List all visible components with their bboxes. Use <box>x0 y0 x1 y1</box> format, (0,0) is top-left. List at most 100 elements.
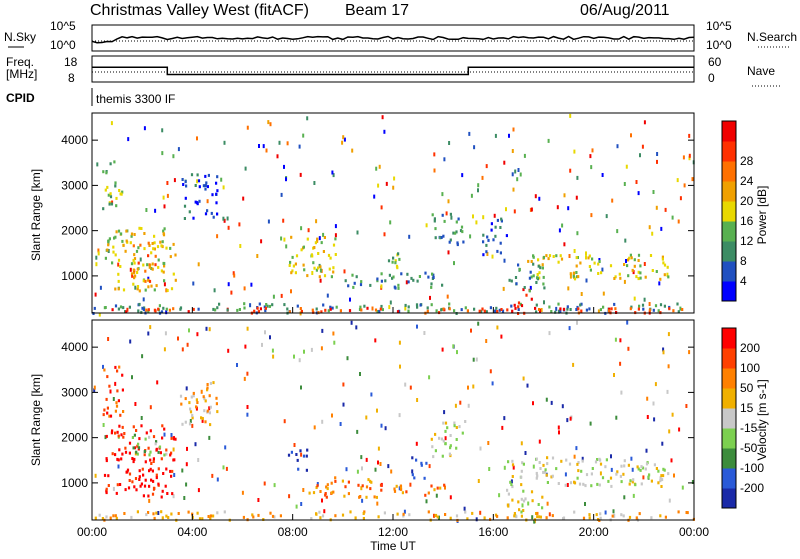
power-cell <box>473 307 476 311</box>
power-cell <box>343 269 346 274</box>
velocity-cell <box>520 510 523 514</box>
velocity-cell <box>487 441 490 445</box>
velocity-cell <box>130 515 133 519</box>
power-cell <box>359 305 362 309</box>
power-cell <box>430 282 433 286</box>
power-cell <box>443 157 446 162</box>
velocity-cell <box>434 432 437 436</box>
velocity-cell <box>321 498 323 503</box>
power-cell <box>517 301 521 305</box>
power-cell <box>137 309 140 313</box>
power-cell <box>207 173 210 177</box>
velocity-cell <box>623 495 626 500</box>
velocity-cell <box>120 433 123 437</box>
power-cell <box>499 226 502 229</box>
power-cell <box>343 137 346 142</box>
velocity-cell <box>539 467 542 470</box>
power-cell <box>114 184 117 188</box>
power-cell <box>113 236 116 240</box>
velocity-cell <box>347 492 350 496</box>
power-cell <box>442 307 445 311</box>
velocity-cell <box>108 384 111 388</box>
power-cell <box>161 151 164 156</box>
power-cell <box>242 196 245 201</box>
velocity-cell <box>628 515 632 519</box>
power-cell <box>155 284 158 288</box>
velocity-cell <box>511 485 514 489</box>
power-cell <box>522 288 525 292</box>
velocity-cell <box>513 514 516 518</box>
power-cell <box>311 254 314 258</box>
velocity-cell <box>452 344 455 349</box>
velocity-cell <box>195 406 198 411</box>
power-cell <box>567 286 570 291</box>
power-cell <box>380 205 383 210</box>
velocity-cell <box>599 458 602 462</box>
power-cell <box>114 235 117 239</box>
velocity-cell <box>520 469 523 473</box>
velocity-cell <box>434 513 438 517</box>
power-cell <box>147 285 150 289</box>
velocity-cell <box>112 514 115 518</box>
power-cell <box>627 274 630 278</box>
power-cell <box>668 307 671 311</box>
power-cell <box>512 187 515 192</box>
velocity-cell <box>607 479 610 483</box>
power-cell <box>639 153 641 158</box>
velocity-cell <box>160 495 163 499</box>
power-cell <box>598 260 601 263</box>
velocity-cell <box>361 466 363 471</box>
power-cell <box>139 243 142 247</box>
velocity-cell <box>396 512 399 516</box>
power-cell <box>548 305 551 309</box>
power-cell <box>537 258 540 262</box>
power-cell <box>656 159 658 164</box>
velocity-cell <box>436 515 439 519</box>
velocity-cell <box>151 469 154 473</box>
power-cell <box>448 307 451 311</box>
velocity-cell <box>550 475 553 479</box>
figure-title: Christmas Valley West (fitACF) <box>90 2 309 19</box>
power-cell <box>196 136 198 141</box>
velocity-cell <box>188 422 192 426</box>
power-cell <box>431 272 434 276</box>
power-cell <box>132 258 135 262</box>
velocity-cell <box>273 515 276 519</box>
velocity-cell <box>464 510 467 514</box>
velocity-cell <box>573 480 576 484</box>
velocity-cell <box>143 453 146 457</box>
velocity-cell <box>582 482 585 486</box>
power-cell <box>580 309 583 313</box>
power-cell <box>334 233 337 238</box>
power-cell <box>319 268 322 273</box>
power-cell <box>661 257 664 261</box>
power-cell <box>185 184 188 188</box>
velocity-cell <box>659 514 662 518</box>
velocity-cell <box>93 388 96 393</box>
velocity-colorbar-swatch <box>722 408 736 429</box>
power-cell <box>486 235 489 239</box>
velocity-cell <box>321 328 324 333</box>
power-cell <box>441 192 444 197</box>
velocity-cell <box>564 472 567 477</box>
power-cell <box>534 194 537 199</box>
power-cell <box>481 175 484 180</box>
velocity-cell <box>155 473 158 477</box>
velocity-cell <box>207 515 210 518</box>
velocity-cell <box>127 486 131 490</box>
velocity-cell <box>128 472 132 476</box>
power-cell <box>109 192 112 196</box>
velocity-cell <box>546 481 549 484</box>
velocity-cell <box>640 465 643 469</box>
power-cell <box>485 250 488 254</box>
power-cell <box>424 271 427 275</box>
velocity-colorbar-swatch <box>722 368 736 389</box>
velocity-cell <box>209 514 212 518</box>
power-cell <box>464 306 467 310</box>
power-cell <box>125 310 128 314</box>
power-cell <box>117 307 120 311</box>
power-cell <box>329 305 332 309</box>
power-cell <box>315 219 318 224</box>
power-cell <box>542 255 545 259</box>
velocity-cell <box>205 326 208 331</box>
